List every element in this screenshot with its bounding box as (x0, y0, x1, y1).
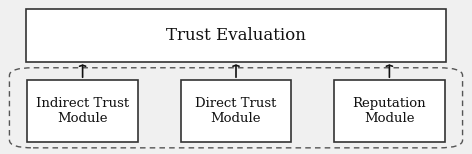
FancyBboxPatch shape (9, 68, 463, 148)
Text: Direct Trust
Module: Direct Trust Module (195, 97, 277, 125)
Text: Indirect Trust
Module: Indirect Trust Module (36, 97, 129, 125)
FancyBboxPatch shape (26, 9, 446, 62)
Text: Reputation
Module: Reputation Module (353, 97, 426, 125)
FancyBboxPatch shape (27, 80, 138, 142)
FancyBboxPatch shape (180, 80, 291, 142)
FancyBboxPatch shape (334, 80, 445, 142)
Text: Trust Evaluation: Trust Evaluation (166, 27, 306, 44)
